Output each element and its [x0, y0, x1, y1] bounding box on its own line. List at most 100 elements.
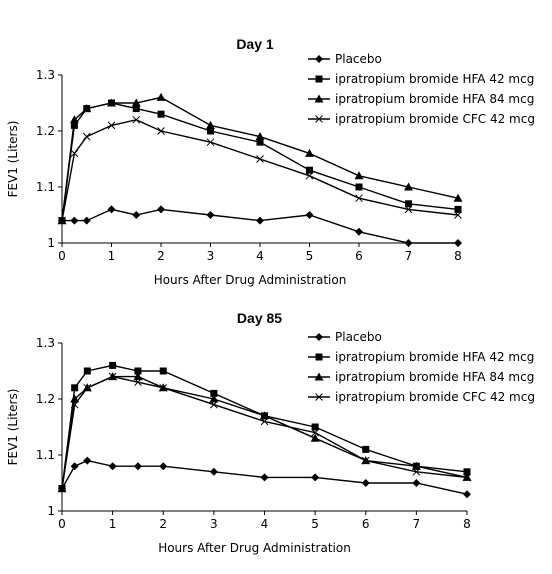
diamond-marker [108, 462, 117, 471]
x-tick-label: 6 [362, 517, 370, 531]
triangle-marker [209, 394, 219, 403]
square-marker [405, 200, 412, 208]
y-tick-label: 1.1 [36, 448, 55, 462]
triangle-marker [156, 92, 166, 101]
square-marker [207, 127, 214, 135]
y-tick-label: 1.2 [36, 392, 55, 406]
square-marker [71, 384, 79, 392]
x-axis-label: Hours After Drug Administration [154, 273, 347, 287]
square-marker [134, 367, 142, 375]
x-marker [157, 127, 165, 135]
x-marker [83, 383, 92, 392]
x-tick-label: 1 [109, 517, 117, 531]
square-marker [454, 205, 462, 213]
y-tick-label: 1.3 [36, 68, 55, 82]
diamond-marker [70, 462, 79, 471]
diamond-marker [206, 211, 215, 219]
legend-label: ipratropium bromide CFC 42 mcg [335, 112, 535, 126]
diamond-marker [159, 462, 168, 471]
x-marker [305, 171, 314, 180]
x-marker [463, 473, 471, 482]
triangle-marker [131, 98, 141, 107]
chart-title: Day 1 [236, 36, 274, 52]
x-marker [454, 211, 462, 219]
diamond-marker [107, 205, 116, 214]
x-marker [210, 400, 218, 409]
y-axis-label: FEV1 (Liters) [6, 121, 20, 198]
square-marker [210, 389, 218, 397]
square-marker [315, 353, 323, 361]
y-tick-label: 1.1 [36, 180, 55, 194]
x-marker [70, 400, 79, 409]
series-4 [58, 372, 471, 493]
x-tick-label: 3 [207, 249, 215, 263]
x-tick-label: 5 [306, 249, 314, 263]
x-tick-label: 2 [157, 249, 165, 263]
y-tick-label: 1 [47, 504, 55, 518]
square-marker [83, 367, 91, 375]
x-marker [315, 393, 323, 401]
triangle-marker [354, 171, 364, 180]
x-tick-label: 6 [355, 249, 363, 263]
legend-label: ipratropium bromide HFA 84 mcg [335, 92, 534, 106]
x-marker [412, 467, 421, 476]
diamond-marker [454, 239, 462, 247]
triangle-marker [255, 132, 265, 141]
diamond-marker [404, 239, 413, 247]
x-marker [82, 132, 91, 141]
y-axis-label: FEV1 (Liters) [6, 389, 20, 466]
x-marker [355, 194, 363, 203]
x-marker [58, 216, 66, 225]
y-tick-label: 1 [47, 236, 55, 250]
legend: Placebo ipratropium bromide HFA 42 mcg ipr… [308, 330, 535, 404]
square-marker [315, 75, 323, 83]
legend-label: ipratropium bromide HFA 42 mcg [335, 350, 534, 364]
triangle-marker [404, 182, 413, 191]
triangle-marker [411, 461, 421, 470]
diamond-marker [463, 490, 471, 499]
diamond-marker [311, 473, 320, 482]
x-tick-label: 4 [261, 517, 269, 531]
chart-title: Day 85 [237, 310, 282, 326]
series-line [61, 119, 459, 221]
triangle-marker [310, 433, 320, 442]
triangle-marker [107, 98, 116, 107]
x-tick-label: 7 [413, 517, 421, 531]
series-4 [58, 115, 462, 225]
square-marker [311, 423, 319, 431]
legend-label: ipratropium bromide HFA 84 mcg [335, 370, 534, 384]
x-marker [58, 484, 66, 493]
diamond-marker [70, 216, 79, 225]
x-marker [159, 383, 168, 392]
legend-label: Placebo [335, 330, 382, 344]
series-1 [58, 205, 462, 247]
square-marker [355, 183, 363, 191]
legend: Placebo ipratropium bromide HFA 42 mcg ipr… [308, 52, 535, 126]
diamond-marker [305, 211, 314, 219]
square-marker [157, 110, 165, 118]
x-tick-label: 5 [311, 517, 319, 531]
legend-label: ipratropium bromide CFC 42 mcg [335, 390, 535, 404]
x-tick-label: 0 [58, 249, 66, 263]
diamond-marker [209, 467, 218, 476]
x-marker [107, 121, 116, 130]
diamond-marker [133, 462, 142, 471]
diamond-marker [260, 473, 269, 482]
x-marker [404, 205, 413, 214]
x-marker [315, 115, 323, 123]
x-marker [132, 115, 141, 124]
diamond-marker [412, 479, 421, 487]
x-tick-label: 7 [405, 249, 413, 263]
triangle-marker [133, 372, 143, 381]
x-tick-label: 0 [58, 517, 66, 531]
diamond-marker [82, 216, 91, 225]
x-tick-label: 8 [463, 517, 471, 531]
square-marker [256, 138, 264, 146]
x-tick-label: 2 [159, 517, 167, 531]
x-marker [256, 155, 264, 163]
x-marker [361, 456, 370, 465]
diamond-marker [361, 479, 370, 487]
